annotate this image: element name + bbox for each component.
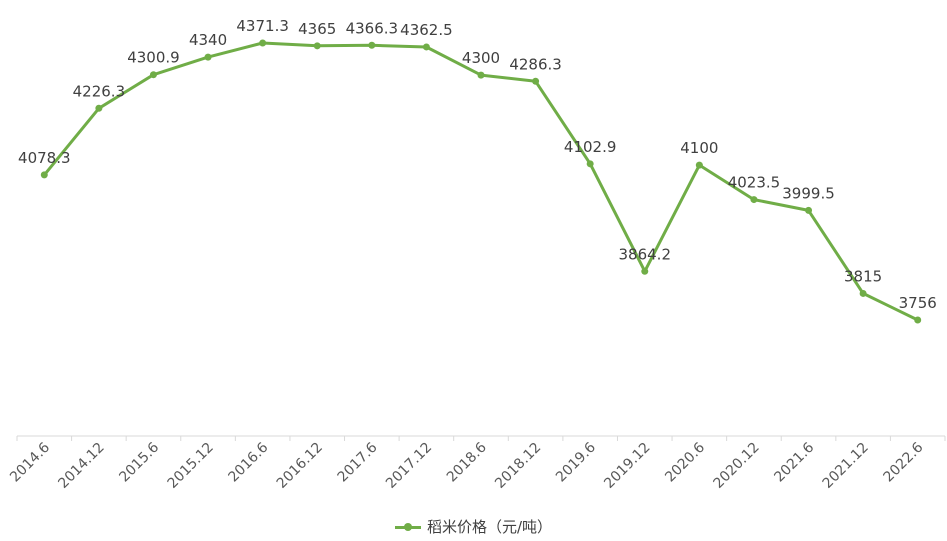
x-tick-labels-group: 2014.6 2014.12 2015.6 2015.12 2016.6 2016.12 2… bbox=[7, 439, 926, 491]
series-line bbox=[43, 41, 919, 322]
x-tick-label: 2016.6 bbox=[226, 439, 272, 485]
data-point bbox=[313, 42, 321, 50]
data-point bbox=[695, 161, 703, 169]
data-point bbox=[259, 39, 267, 47]
data-label: 3864.2 bbox=[619, 245, 672, 263]
data-point bbox=[532, 77, 540, 85]
data-point bbox=[914, 316, 922, 324]
legend-label: 稻米价格（元/吨） bbox=[426, 518, 553, 536]
data-label: 4300.9 bbox=[127, 49, 180, 67]
x-tick-label: 2021.6 bbox=[771, 439, 817, 485]
data-label: 4023.5 bbox=[728, 174, 781, 192]
x-tick-label: 2018.6 bbox=[444, 439, 490, 485]
x-tick-label: 2017.6 bbox=[335, 439, 381, 485]
data-point bbox=[750, 196, 758, 204]
data-point bbox=[805, 206, 813, 214]
data-label: 4365 bbox=[298, 20, 336, 38]
x-tick-label: 2019.12 bbox=[601, 440, 653, 492]
data-point bbox=[368, 41, 376, 49]
legend-line-marker-icon bbox=[394, 522, 421, 532]
data-point bbox=[40, 171, 48, 179]
data-point bbox=[204, 53, 212, 61]
data-label: 4100 bbox=[680, 139, 718, 157]
data-label: 3815 bbox=[844, 267, 882, 285]
x-tick-label: 2020.12 bbox=[711, 440, 763, 492]
data-label: 4371.3 bbox=[236, 17, 289, 35]
data-point bbox=[586, 160, 594, 168]
data-label: 4362.5 bbox=[400, 21, 453, 39]
data-point bbox=[641, 267, 649, 275]
x-tick-label: 2021.12 bbox=[820, 440, 872, 492]
data-point bbox=[477, 71, 485, 79]
data-label: 4366.3 bbox=[346, 19, 399, 37]
data-point bbox=[859, 289, 867, 297]
data-label: 3756 bbox=[899, 294, 937, 312]
series-group bbox=[40, 39, 922, 324]
x-tick-label: 2019.6 bbox=[553, 439, 599, 485]
data-label: 4300 bbox=[462, 49, 500, 67]
x-axis-ticks bbox=[16, 436, 946, 441]
x-tick-label: 2022.6 bbox=[881, 439, 927, 485]
data-point bbox=[149, 71, 157, 79]
data-label: 4102.9 bbox=[564, 138, 617, 156]
x-tick-label: 2017.12 bbox=[383, 440, 435, 492]
data-label: 4226.3 bbox=[73, 82, 126, 100]
data-point bbox=[422, 43, 430, 51]
data-label: 4286.3 bbox=[509, 55, 562, 73]
x-tick-label: 2015.12 bbox=[165, 440, 217, 492]
data-label: 3999.5 bbox=[782, 184, 835, 202]
x-tick-label: 2018.12 bbox=[492, 440, 544, 492]
x-tick-label: 2015.6 bbox=[116, 439, 162, 485]
legend: 稻米价格（元/吨） bbox=[0, 516, 947, 537]
data-label: 4340 bbox=[189, 31, 227, 49]
data-point bbox=[95, 104, 103, 112]
x-tick-label: 2014.12 bbox=[55, 440, 107, 492]
data-label: 4078.3 bbox=[18, 149, 71, 167]
x-tick-label: 2014.6 bbox=[7, 439, 53, 485]
x-tick-label: 2020.6 bbox=[662, 439, 708, 485]
x-tick-label: 2016.12 bbox=[274, 440, 326, 492]
